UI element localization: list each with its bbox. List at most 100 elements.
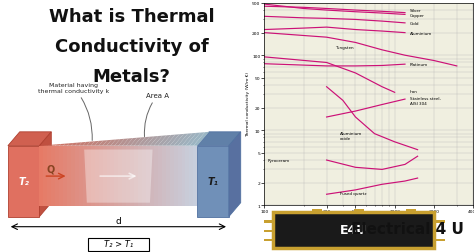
Polygon shape [63,146,67,207]
Polygon shape [8,132,51,146]
Text: d: d [116,216,121,226]
Text: Gold: Gold [410,22,419,26]
Polygon shape [146,137,158,146]
Polygon shape [67,146,71,207]
Polygon shape [59,146,63,207]
Text: E4U: E4U [340,223,367,236]
Polygon shape [178,146,182,207]
Polygon shape [51,146,55,207]
Polygon shape [142,137,154,146]
Polygon shape [197,132,241,146]
Bar [263,230,274,232]
Bar [433,220,445,223]
Polygon shape [185,146,190,207]
Polygon shape [102,146,107,207]
Text: Silver: Silver [410,9,421,13]
Polygon shape [107,140,116,146]
FancyBboxPatch shape [88,238,149,251]
Polygon shape [170,146,173,207]
Text: Stainless steel,
AISI 304: Stainless steel, AISI 304 [410,97,440,105]
Polygon shape [193,132,209,146]
Polygon shape [95,141,103,146]
Text: T₂: T₂ [18,176,29,186]
Polygon shape [75,146,79,207]
Polygon shape [110,146,114,207]
Bar [406,210,416,212]
Polygon shape [79,146,83,207]
Bar [354,247,364,250]
Polygon shape [122,146,126,207]
Polygon shape [79,142,86,146]
Text: Copper: Copper [410,14,424,18]
Polygon shape [122,139,133,146]
Polygon shape [8,146,39,217]
Polygon shape [142,146,146,207]
Polygon shape [83,146,87,207]
Polygon shape [91,146,95,207]
Polygon shape [84,150,153,203]
Polygon shape [87,146,91,207]
Polygon shape [166,135,180,146]
Polygon shape [55,144,61,146]
Polygon shape [134,146,138,207]
Polygon shape [99,141,107,146]
Polygon shape [63,144,69,146]
Polygon shape [158,135,171,146]
Polygon shape [47,145,52,146]
Polygon shape [182,146,185,207]
Polygon shape [182,133,196,146]
Polygon shape [178,134,192,146]
Polygon shape [229,132,241,217]
Text: Metals?: Metals? [92,68,171,86]
Polygon shape [107,146,110,207]
Bar [433,239,445,241]
Polygon shape [197,146,229,217]
Bar [263,220,274,223]
Polygon shape [138,146,142,207]
Polygon shape [150,136,163,146]
Text: Pyroceram: Pyroceram [267,159,290,162]
Polygon shape [190,146,193,207]
Polygon shape [44,146,47,207]
Bar [311,210,322,212]
Polygon shape [71,143,78,146]
Polygon shape [162,146,166,207]
Polygon shape [190,133,205,146]
Polygon shape [39,132,51,217]
Text: Q: Q [46,164,55,174]
Polygon shape [185,133,201,146]
Polygon shape [154,136,167,146]
Polygon shape [114,139,124,146]
Text: What is Thermal: What is Thermal [49,8,214,25]
Polygon shape [146,146,150,207]
Polygon shape [166,146,170,207]
Polygon shape [71,146,75,207]
Polygon shape [59,144,65,146]
Bar [263,239,274,241]
Text: Aluminium: Aluminium [410,32,432,36]
Bar [311,247,322,250]
Polygon shape [130,138,141,146]
Polygon shape [173,134,188,146]
Polygon shape [134,138,146,146]
Polygon shape [154,146,158,207]
Polygon shape [173,146,178,207]
Polygon shape [83,142,91,146]
Polygon shape [126,146,130,207]
FancyBboxPatch shape [273,212,434,248]
Bar [406,247,416,250]
Polygon shape [91,141,99,146]
Polygon shape [130,146,134,207]
Text: Fused quartz: Fused quartz [340,191,366,195]
Polygon shape [87,142,95,146]
Polygon shape [95,146,99,207]
Polygon shape [170,134,184,146]
Polygon shape [193,146,197,207]
Polygon shape [102,140,111,146]
Bar [354,210,364,212]
Text: T₁: T₁ [208,176,219,186]
X-axis label: Temperature (K): Temperature (K) [347,216,390,220]
Text: Area A: Area A [145,92,169,137]
Text: Iron: Iron [410,90,418,94]
Polygon shape [67,143,73,146]
